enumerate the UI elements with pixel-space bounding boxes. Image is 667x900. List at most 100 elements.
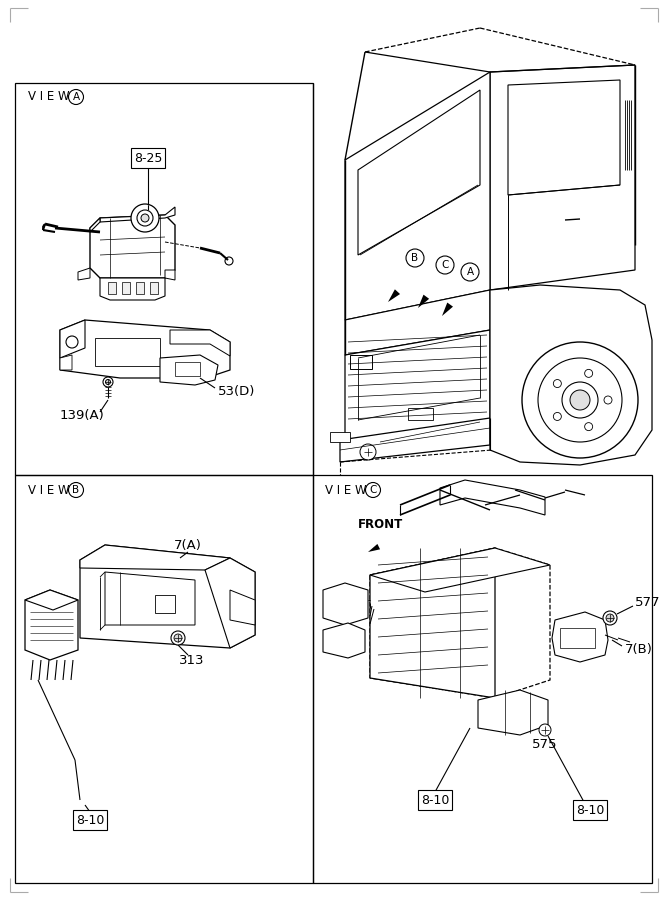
Polygon shape [90, 215, 175, 278]
Circle shape [461, 263, 479, 281]
Polygon shape [370, 548, 550, 592]
Bar [313, 475, 652, 883]
Polygon shape [170, 330, 230, 356]
Polygon shape [508, 80, 620, 195]
Text: A: A [73, 92, 79, 102]
Text: 139(A): 139(A) [59, 410, 104, 422]
Bar [95, 338, 160, 366]
Polygon shape [100, 207, 175, 222]
Circle shape [606, 614, 614, 622]
Text: FRONT: FRONT [358, 518, 404, 532]
Circle shape [103, 377, 113, 387]
Polygon shape [80, 545, 230, 570]
Circle shape [360, 444, 376, 460]
Text: 577: 577 [635, 596, 660, 608]
Polygon shape [370, 548, 550, 698]
Polygon shape [80, 545, 255, 648]
Circle shape [570, 390, 590, 410]
Polygon shape [205, 558, 255, 648]
Text: 8-10: 8-10 [421, 794, 449, 806]
Circle shape [436, 256, 454, 274]
Polygon shape [323, 623, 365, 658]
Text: B: B [73, 485, 79, 495]
Bar [560, 628, 595, 648]
Text: 53(D): 53(D) [218, 385, 255, 399]
Polygon shape [323, 583, 368, 625]
Polygon shape [358, 90, 480, 255]
Polygon shape [490, 65, 635, 290]
Bar [108, 282, 116, 294]
Circle shape [562, 382, 598, 418]
Circle shape [406, 249, 424, 267]
Polygon shape [552, 612, 608, 662]
Circle shape [225, 257, 233, 265]
Text: V I E W: V I E W [28, 483, 69, 497]
Circle shape [366, 482, 380, 498]
Text: C: C [442, 260, 449, 270]
Text: A: A [466, 267, 474, 277]
Text: 8-10: 8-10 [76, 814, 104, 826]
Polygon shape [490, 285, 652, 465]
Polygon shape [100, 278, 165, 300]
Text: 7(A): 7(A) [174, 538, 202, 552]
Polygon shape [345, 290, 490, 355]
Bar [136, 282, 144, 294]
Text: 7(B): 7(B) [625, 644, 653, 656]
Text: V I E W: V I E W [28, 91, 69, 104]
Circle shape [69, 89, 83, 104]
Polygon shape [340, 418, 490, 462]
Bar [15, 475, 313, 883]
Polygon shape [105, 572, 195, 625]
Polygon shape [478, 690, 548, 735]
Bar [122, 282, 130, 294]
Polygon shape [345, 330, 490, 440]
Circle shape [66, 336, 78, 348]
Polygon shape [345, 72, 490, 320]
Circle shape [69, 482, 83, 498]
Polygon shape [60, 320, 230, 380]
Text: 575: 575 [532, 739, 558, 752]
Circle shape [604, 396, 612, 404]
Circle shape [174, 634, 182, 642]
Bar [330, 432, 350, 442]
Circle shape [171, 631, 185, 645]
Bar [408, 408, 433, 420]
Text: B: B [412, 253, 419, 263]
Bar [350, 355, 372, 369]
Text: 8-10: 8-10 [576, 804, 604, 816]
Polygon shape [370, 548, 495, 698]
Bar [155, 595, 175, 613]
Circle shape [131, 204, 159, 232]
Circle shape [539, 724, 551, 736]
Circle shape [105, 380, 111, 384]
Circle shape [141, 214, 149, 222]
Circle shape [585, 423, 593, 430]
Circle shape [554, 412, 562, 420]
Bar [15, 83, 313, 475]
Polygon shape [165, 270, 175, 280]
Polygon shape [418, 294, 429, 308]
Text: C: C [370, 485, 377, 495]
Circle shape [137, 210, 153, 226]
Text: 8-25: 8-25 [134, 151, 162, 165]
Circle shape [603, 611, 617, 625]
Text: 313: 313 [179, 653, 205, 667]
Polygon shape [230, 590, 255, 625]
Polygon shape [368, 544, 380, 552]
Circle shape [538, 358, 622, 442]
Bar [150, 282, 158, 294]
Circle shape [554, 380, 562, 388]
Polygon shape [60, 355, 72, 370]
Text: V I E W: V I E W [325, 483, 367, 497]
Circle shape [585, 369, 593, 377]
Polygon shape [388, 289, 400, 302]
Polygon shape [60, 320, 85, 358]
Polygon shape [440, 480, 545, 515]
Polygon shape [25, 590, 78, 660]
Polygon shape [442, 302, 453, 316]
Polygon shape [78, 268, 90, 280]
Polygon shape [25, 590, 78, 610]
Bar [175, 362, 200, 376]
Circle shape [522, 342, 638, 458]
Polygon shape [160, 355, 218, 385]
